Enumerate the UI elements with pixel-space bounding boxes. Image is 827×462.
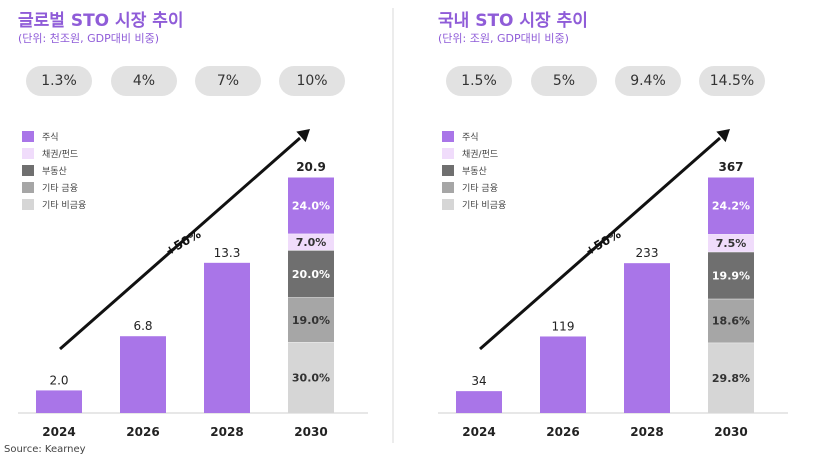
gdp-ratio-pill: 5%: [531, 66, 597, 96]
bar-2026: [540, 336, 586, 413]
growth-arrow: [59, 136, 301, 351]
legend-label: 채권/펀드: [42, 150, 79, 160]
panel-divider: [392, 8, 394, 443]
stack-segment: [708, 342, 754, 413]
segment-label: 30.0%: [292, 372, 330, 385]
legend-item: 주식: [22, 128, 86, 145]
arrow-head: [716, 129, 730, 143]
gdp-ratio-pill: 1.3%: [26, 66, 92, 96]
segment-label: 20.0%: [292, 268, 330, 281]
gdp-ratio-pill: 7%: [195, 66, 261, 96]
gdp-ratio-pill: 14.5%: [699, 66, 765, 96]
bar-2024: [456, 391, 502, 413]
stack-segment: [288, 177, 334, 234]
stack-segment: [288, 297, 334, 343]
legend-swatch: [442, 131, 454, 142]
bar-2028: [624, 263, 670, 413]
legend-swatch: [442, 199, 454, 210]
growth-label: +50%: [583, 227, 624, 259]
growth-arrow: [479, 136, 721, 351]
stack-segment: [708, 298, 754, 343]
x-tick-label: 2026: [126, 425, 159, 439]
global-sto-bar-chart: 2.0 2024 6.8 2026 13.3 2028 30.0% 19.0% 20.0% 7.0…: [18, 129, 368, 439]
domestic-sto-bar-chart: 34 2024 119 2026 233 2028 29.8% 18.6% 19.9% 7.5% 2…: [438, 129, 788, 439]
chart-title: 국내 STO 시장 추이: [438, 11, 588, 31]
legend-item: 채권/펀드: [442, 145, 506, 162]
value-label: 233: [636, 246, 659, 260]
bar-2024: [36, 390, 82, 413]
stack-segment: [708, 177, 754, 235]
x-tick-label: 2026: [546, 425, 579, 439]
legend-swatch: [22, 165, 34, 176]
chart-subtitle: (단위: 조원, GDP대비 비중): [438, 32, 569, 45]
chart-title: 글로벌 STO 시장 추이: [18, 11, 184, 31]
x-tick-label: 2028: [630, 425, 663, 439]
x-tick-label: 2024: [42, 425, 75, 439]
legend-item: 기타 비금융: [442, 196, 506, 213]
value-label: 6.8: [133, 319, 152, 333]
gdp-ratio-pill: 10%: [279, 66, 345, 96]
growth-label: +50%: [163, 227, 204, 259]
legend-item: 기타 비금융: [22, 196, 86, 213]
domestic-sto-panel: 국내 STO 시장 추이 (단위: 조원, GDP대비 비중) 1.5% 5% …: [420, 0, 810, 440]
value-label: 2.0: [49, 373, 68, 387]
bar-2028: [204, 262, 250, 413]
legend-label: 주식: [462, 133, 479, 143]
segment-label: 18.6%: [712, 315, 750, 328]
legend-item: 주식: [442, 128, 506, 145]
legend-swatch: [22, 182, 34, 193]
value-label: 119: [552, 319, 575, 333]
legend-item: 채권/펀드: [22, 145, 86, 162]
legend-label: 기타 비금융: [42, 201, 87, 211]
legend-item: 기타 금융: [442, 179, 506, 196]
bar-2026: [120, 336, 166, 413]
segment-label: 7.5%: [716, 237, 747, 250]
stack-segment: [288, 250, 334, 298]
segment-label: 24.2%: [712, 200, 750, 213]
chart-legend: 주식 채권/펀드 부동산 기타 금융 기타 비금융: [442, 128, 506, 213]
legend-label: 기타 금융: [462, 184, 498, 194]
stack-segment: [708, 251, 754, 299]
legend-label: 기타 금융: [42, 184, 78, 194]
legend-item: 부동산: [22, 162, 86, 179]
legend-swatch: [442, 182, 454, 193]
legend-swatch: [442, 165, 454, 176]
legend-swatch: [22, 148, 34, 159]
source-note: Source: Kearney: [4, 444, 86, 455]
legend-label: 주식: [42, 133, 59, 143]
gdp-ratio-pill: 1.5%: [446, 66, 512, 96]
arrow-head: [296, 129, 310, 143]
gdp-ratio-pill: 4%: [111, 66, 177, 96]
legend-swatch: [442, 148, 454, 159]
x-tick-label: 2024: [462, 425, 495, 439]
gdp-ratio-pill: 9.4%: [615, 66, 681, 96]
chart-subtitle: (단위: 천조원, GDP대비 비중): [18, 32, 159, 45]
legend-label: 기타 비금융: [462, 201, 507, 211]
legend-swatch: [22, 131, 34, 142]
legend-item: 기타 금융: [22, 179, 86, 196]
legend-label: 부동산: [462, 167, 487, 177]
stack-segment: [288, 342, 334, 413]
segment-label: 7.0%: [296, 236, 327, 249]
chart-legend: 주식 채권/펀드 부동산 기타 금융 기타 비금융: [22, 128, 86, 213]
legend-item: 부동산: [442, 162, 506, 179]
value-label: 367: [718, 160, 743, 174]
value-label: 13.3: [214, 246, 241, 260]
legend-label: 부동산: [42, 167, 67, 177]
segment-label: 19.9%: [712, 269, 750, 282]
segment-label: 19.0%: [292, 314, 330, 327]
segment-label: 29.8%: [712, 372, 750, 385]
stack-segment: [288, 233, 334, 251]
x-tick-label: 2030: [294, 425, 327, 439]
legend-label: 채권/펀드: [462, 150, 499, 160]
stack-segment: [708, 234, 754, 252]
value-label: 34: [471, 374, 486, 388]
global-sto-panel: 글로벌 STO 시장 추이 (단위: 천조원, GDP대비 비중) 1.3% 4…: [0, 0, 390, 440]
x-tick-label: 2030: [714, 425, 747, 439]
value-label: 20.9: [296, 160, 326, 174]
segment-label: 24.0%: [292, 199, 330, 212]
x-tick-label: 2028: [210, 425, 243, 439]
legend-swatch: [22, 199, 34, 210]
